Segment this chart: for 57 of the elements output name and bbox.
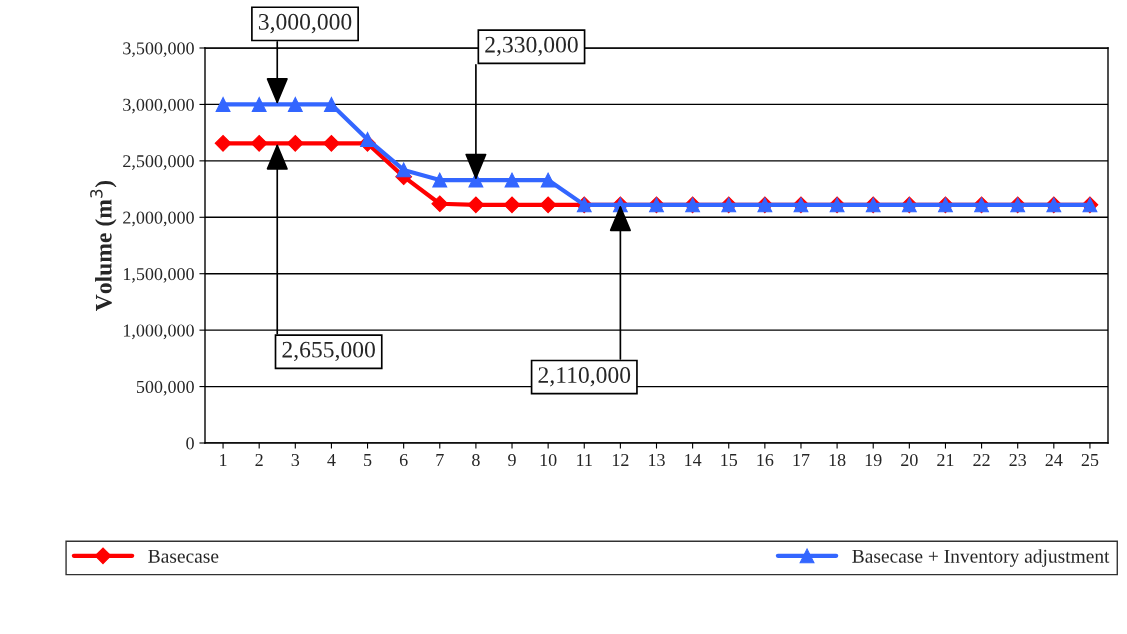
legend-label: Basecase + Inventory adjustment: [852, 549, 1110, 567]
x-tick-label: 18: [829, 453, 846, 467]
x-tick-label: 15: [721, 454, 738, 467]
x-tick-label: 11: [577, 454, 592, 466]
x-tick-label: 22: [973, 453, 990, 466]
x-tick-label: 23: [1009, 453, 1027, 467]
y-tick-label: 2,500,000: [123, 155, 194, 170]
x-tick-label: 7: [436, 454, 444, 466]
point: [431, 195, 449, 213]
point: [251, 96, 267, 112]
x-tick-label: 20: [901, 453, 918, 467]
y-tick-label: 3,500,000: [123, 42, 194, 58]
y-tick-label: 0: [186, 437, 194, 450]
x-tick-label: 21: [937, 453, 954, 466]
annotation: 2,110,000: [538, 367, 631, 387]
x-tick-label: 8: [472, 453, 480, 467]
point: [503, 196, 521, 214]
x-tick-label: 19: [865, 453, 882, 467]
x-tick-label: 3: [291, 453, 300, 467]
y-tick-label: 2,000,000: [123, 211, 194, 227]
point: [286, 134, 304, 152]
x-tick-label: 4: [327, 454, 336, 466]
point: [287, 96, 303, 112]
x-tick-label: 12: [612, 453, 629, 466]
point: [540, 172, 556, 188]
point: [215, 96, 231, 112]
point: [360, 131, 375, 147]
y-tick-label: 1,500,000: [123, 267, 194, 283]
x-tick-label: 1: [220, 454, 227, 466]
x-tick-label: 16: [757, 453, 774, 467]
x-tick-label: 24: [1045, 453, 1063, 466]
x-tick-label: 13: [649, 453, 665, 467]
annotation: 2,655,000: [282, 341, 375, 362]
legend-label: Basecase: [148, 549, 219, 563]
x-tick-label: 25: [1081, 453, 1099, 467]
point: [432, 172, 448, 188]
point: [323, 96, 339, 112]
y-tick-label: 3,000,000: [123, 98, 194, 114]
y-tick-label: 1,000,000: [123, 324, 194, 340]
point: [467, 196, 485, 214]
x-tick-label: 6: [399, 453, 408, 467]
x-tick-label: 9: [508, 453, 516, 467]
x-tick-label: 2: [255, 453, 263, 466]
point: [250, 134, 268, 152]
x-tick-label: 17: [793, 454, 810, 466]
point: [214, 134, 232, 152]
point: [396, 162, 412, 178]
y-axis-title: Volume (m$^{3}$): [90, 180, 117, 311]
annotation: 3,000,000: [258, 13, 352, 34]
x-tick-label: 5: [364, 454, 372, 467]
y-tick-label: 500,000: [136, 380, 194, 396]
point: [504, 172, 520, 188]
x-tick-label: 14: [685, 454, 702, 466]
point: [323, 134, 340, 152]
x-tick-label: 10: [540, 453, 557, 467]
annotation: 2,330,000: [485, 36, 578, 57]
point: [539, 196, 557, 214]
